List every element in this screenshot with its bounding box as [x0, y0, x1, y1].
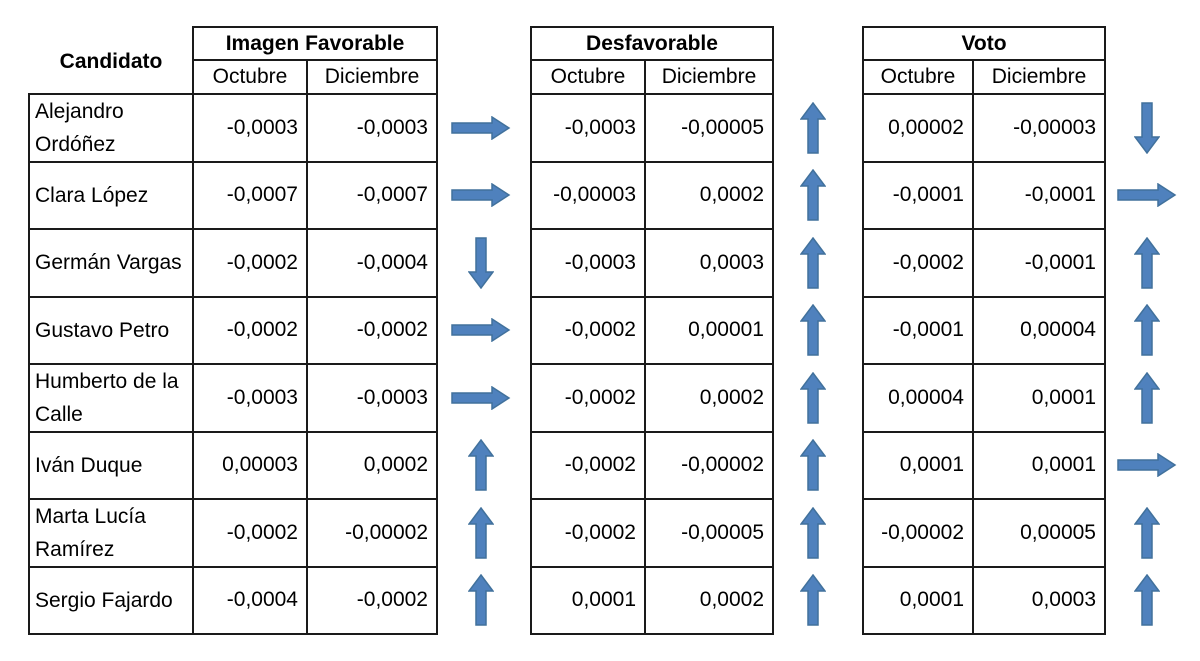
value-cell: -0,00002 — [644, 430, 774, 500]
subheader-0-0: Octubre — [192, 59, 308, 95]
value-cell: -0,0002 — [192, 295, 308, 365]
candidate-name: Marta Lucía Ramírez — [28, 498, 194, 568]
arrow-right-icon — [1117, 453, 1177, 478]
value-cell: -0,0003 — [306, 363, 438, 433]
value-cell: 0,0002 — [644, 160, 774, 230]
value-cell: -0,0004 — [306, 228, 438, 298]
value-cell: -0,00002 — [862, 498, 974, 568]
value-cell: -0,00005 — [644, 498, 774, 568]
value-cell: -0,0007 — [306, 160, 438, 230]
arrow-up-icon — [800, 169, 826, 221]
arrow-down-icon — [468, 237, 494, 289]
value-cell: -0,0002 — [530, 295, 646, 365]
value-cell: 0,0001 — [972, 430, 1106, 500]
value-cell: -0,0002 — [192, 228, 308, 298]
arrow-up-icon — [800, 304, 826, 356]
value-cell: 0,00005 — [972, 498, 1106, 568]
arrow-up-icon — [800, 506, 826, 559]
candidate-name: Sergio Fajardo — [28, 565, 194, 635]
arrow-up-icon — [800, 371, 826, 424]
value-cell: 0,0003 — [644, 228, 774, 298]
arrow-right-icon — [451, 318, 511, 343]
arrow-up-icon — [800, 439, 826, 491]
arrow-up-icon — [1134, 506, 1160, 559]
subheader-2-0: Octubre — [862, 59, 974, 95]
arrow-up-icon — [800, 101, 826, 154]
value-cell: 0,00001 — [644, 295, 774, 365]
value-cell: -0,00003 — [972, 93, 1106, 163]
value-cell: -0,0001 — [972, 228, 1106, 298]
value-cell: -0,0007 — [192, 160, 308, 230]
group-header-1: Desfavorable — [530, 26, 774, 61]
subheader-1-1: Diciembre — [644, 59, 774, 95]
arrow-right-icon — [1117, 183, 1177, 208]
subheader-0-1: Diciembre — [306, 59, 438, 95]
value-cell: 0,0002 — [644, 565, 774, 635]
arrow-up-icon — [800, 236, 826, 289]
value-cell: 0,00003 — [192, 430, 308, 500]
value-cell: 0,00004 — [862, 363, 974, 433]
value-cell: -0,0003 — [530, 228, 646, 298]
value-cell: -0,00003 — [530, 160, 646, 230]
group-header-0: Imagen Favorable — [192, 26, 438, 61]
candidate-name: Gustavo Petro — [28, 295, 194, 365]
group-header-2: Voto — [862, 26, 1106, 61]
arrow-up-icon — [800, 574, 826, 626]
value-cell: -0,0002 — [306, 565, 438, 635]
value-cell: -0,0003 — [306, 93, 438, 163]
value-cell: -0,0003 — [192, 363, 308, 433]
value-cell: -0,00005 — [644, 93, 774, 163]
value-cell: -0,0002 — [862, 228, 974, 298]
value-cell: -0,0002 — [306, 295, 438, 365]
value-cell: -0,0002 — [530, 498, 646, 568]
value-cell: 0,0001 — [862, 565, 974, 635]
header-candidato: Candidato — [59, 49, 163, 73]
value-cell: 0,00004 — [972, 295, 1106, 365]
value-cell: -0,0002 — [530, 363, 646, 433]
arrow-right-icon — [451, 115, 511, 140]
value-cell: 0,0001 — [972, 363, 1106, 433]
value-cell: -0,00002 — [306, 498, 438, 568]
value-cell: -0,0001 — [972, 160, 1106, 230]
arrow-up-icon — [468, 506, 494, 559]
value-cell: -0,0003 — [530, 93, 646, 163]
subheader-2-1: Diciembre — [972, 59, 1106, 95]
value-cell: 0,0001 — [530, 565, 646, 635]
candidate-name: Iván Duque — [28, 430, 194, 500]
subheader-1-0: Octubre — [530, 59, 646, 95]
value-cell: -0,0001 — [862, 160, 974, 230]
arrow-up-icon — [1134, 574, 1160, 626]
value-cell: -0,0001 — [862, 295, 974, 365]
arrow-up-icon — [1134, 371, 1160, 424]
value-cell: -0,0003 — [192, 93, 308, 163]
candidate-name: Alejandro Ordóñez — [28, 93, 194, 163]
arrow-right-icon — [451, 183, 511, 208]
arrow-up-icon — [468, 574, 494, 626]
value-cell: -0,0002 — [530, 430, 646, 500]
value-cell: -0,0004 — [192, 565, 308, 635]
arrow-down-icon — [1134, 102, 1160, 154]
candidate-name: Germán Vargas — [28, 228, 194, 298]
value-cell: -0,0002 — [192, 498, 308, 568]
value-cell: 0,0002 — [644, 363, 774, 433]
arrow-up-icon — [1134, 236, 1160, 289]
candidate-name: Clara López — [28, 160, 194, 230]
value-cell: 0,0002 — [306, 430, 438, 500]
value-cell: 0,0003 — [972, 565, 1106, 635]
arrow-up-icon — [1134, 304, 1160, 356]
arrow-right-icon — [451, 385, 511, 410]
value-cell: 0,00002 — [862, 93, 974, 163]
value-cell: 0,0001 — [862, 430, 974, 500]
candidate-name: Humberto de la Calle — [28, 363, 194, 433]
arrow-up-icon — [468, 439, 494, 491]
